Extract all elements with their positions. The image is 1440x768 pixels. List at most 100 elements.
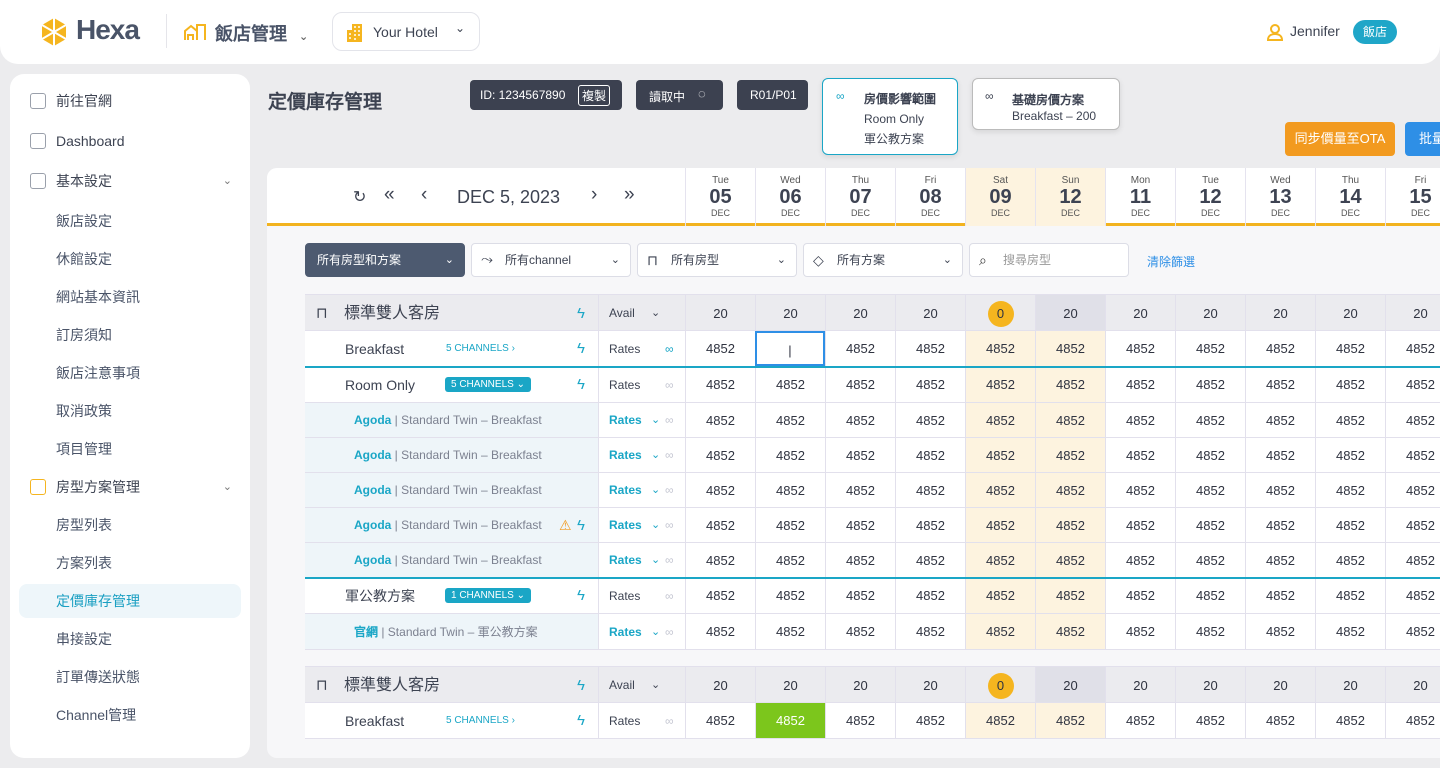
value-cell[interactable]: 4852 — [685, 331, 755, 366]
date-column[interactable]: Thu 14 DEC — [1315, 168, 1385, 226]
chevron-down-icon[interactable]: ⌄ — [651, 414, 661, 426]
value-cell[interactable]: 4852 — [1385, 578, 1440, 613]
search-input[interactable]: ⌕ 搜尋房型 — [969, 243, 1129, 277]
bolt-icon[interactable]: ϟ — [577, 376, 585, 393]
value-cell[interactable]: 20 — [1035, 295, 1105, 330]
value-cell[interactable]: 4852 — [1175, 331, 1245, 366]
value-cell[interactable]: 20 — [1385, 667, 1440, 702]
plan-filter[interactable]: ◇ 所有方案 ⌄ — [803, 243, 963, 277]
double-chevron-right-icon[interactable]: » — [624, 184, 635, 205]
value-cell[interactable]: 20 — [1105, 667, 1175, 702]
channel-name[interactable]: 官網 — [354, 625, 379, 639]
value-cell[interactable]: 4852 — [965, 473, 1035, 507]
link-icon[interactable]: ∞ — [665, 378, 674, 392]
channel-name[interactable]: Agoda — [354, 518, 392, 532]
chevron-down-icon[interactable]: ⌄ — [651, 554, 661, 566]
value-cell[interactable]: 4852 — [685, 543, 755, 577]
value-cell[interactable]: 4852 — [1385, 614, 1440, 649]
value-cell[interactable]: 4852 — [1385, 331, 1440, 366]
value-cell[interactable]: 4852 — [1105, 473, 1175, 507]
copy-button[interactable]: 複製 — [578, 85, 611, 106]
sidebar-item[interactable]: 房型列表 — [10, 508, 250, 542]
value-cell[interactable]: 4852 — [895, 578, 965, 613]
value-cell[interactable]: 4852 — [1105, 578, 1175, 613]
value-cell[interactable]: 4852 — [965, 403, 1035, 437]
value-cell[interactable]: 4852 — [755, 578, 825, 613]
link-icon[interactable]: ∞ — [665, 483, 674, 497]
value-cell[interactable]: 4852 — [1245, 578, 1315, 613]
value-cell[interactable]: 20 — [1315, 295, 1385, 330]
value-cell[interactable]: 4852 — [685, 438, 755, 472]
value-cell[interactable]: | — [755, 331, 825, 366]
value-cell[interactable]: 4852 — [1105, 367, 1175, 402]
sidebar-item[interactable]: Channel管理 — [10, 698, 250, 732]
value-cell[interactable]: 4852 — [685, 367, 755, 402]
value-cell[interactable]: 4852 — [965, 703, 1035, 738]
module-selector[interactable]: 飯店管理 ⌄ — [215, 20, 308, 46]
double-chevron-left-icon[interactable]: « — [384, 184, 395, 205]
value-cell[interactable]: 4852 — [1035, 473, 1105, 507]
channels-badge[interactable]: 5 CHANNELS ⌄ — [445, 377, 531, 392]
value-cell[interactable]: 4852 — [1385, 508, 1440, 542]
value-cell[interactable]: 4852 — [685, 403, 755, 437]
chevron-down-icon[interactable]: ⌄ — [651, 626, 661, 638]
value-cell[interactable]: 4852 — [825, 703, 895, 738]
channels-link[interactable]: 5 CHANNELS › — [446, 715, 515, 726]
value-cell[interactable]: 4852 — [965, 508, 1035, 542]
value-cell[interactable]: 4852 — [1315, 703, 1385, 738]
value-cell[interactable]: 4852 — [1175, 703, 1245, 738]
value-cell[interactable]: 20 — [1315, 667, 1385, 702]
value-cell[interactable]: 4852 — [685, 578, 755, 613]
bolt-icon[interactable]: ϟ — [577, 712, 585, 729]
bolt-icon[interactable]: ϟ — [577, 587, 585, 604]
value-cell[interactable]: 4852 — [1385, 438, 1440, 472]
value-cell[interactable]: 4852 — [965, 331, 1035, 366]
value-cell[interactable]: 4852 — [1175, 508, 1245, 542]
value-cell[interactable]: 4852 — [895, 508, 965, 542]
channel-filter[interactable]: ⤳ 所有channel ⌄ — [471, 243, 631, 277]
value-cell[interactable]: 20 — [1385, 295, 1440, 330]
value-cell[interactable]: 4852 — [1035, 614, 1105, 649]
value-cell[interactable]: 20 — [685, 667, 755, 702]
value-cell[interactable]: 4852 — [1315, 578, 1385, 613]
value-cell[interactable]: 4852 — [1245, 367, 1315, 402]
channels-badge[interactable]: 1 CHANNELS ⌄ — [445, 588, 531, 603]
value-cell[interactable]: 4852 — [1175, 403, 1245, 437]
value-cell[interactable]: 4852 — [965, 578, 1035, 613]
row-type-cell[interactable]: Rates ⌄ ∞ — [598, 403, 685, 437]
channels-link[interactable]: 5 CHANNELS › — [446, 343, 515, 354]
link-icon[interactable]: ∞ — [665, 625, 674, 639]
sidebar-item[interactable]: 取消政策 — [10, 394, 250, 428]
value-cell[interactable]: 4852 — [755, 367, 825, 402]
chevron-down-icon[interactable]: ⌄ — [651, 519, 661, 531]
value-cell[interactable]: 20 — [825, 667, 895, 702]
value-cell[interactable]: 4852 — [755, 403, 825, 437]
value-cell[interactable]: 4852 — [1035, 578, 1105, 613]
value-cell[interactable]: 4852 — [1175, 543, 1245, 577]
value-cell[interactable]: 4852 — [1105, 614, 1175, 649]
value-cell[interactable]: 4852 — [1035, 331, 1105, 366]
row-type-cell[interactable]: Rates ⌄ ∞ — [598, 473, 685, 507]
value-cell[interactable]: 4852 — [755, 473, 825, 507]
sidebar-item[interactable]: 串接設定 — [10, 622, 250, 656]
value-cell[interactable]: 4852 — [825, 438, 895, 472]
value-cell[interactable]: 4852 — [1245, 438, 1315, 472]
value-cell[interactable]: 4852 — [1175, 367, 1245, 402]
link-icon[interactable]: ∞ — [665, 518, 674, 532]
row-type-cell[interactable]: Avail ⌄ — [598, 295, 685, 330]
value-cell[interactable]: 4852 — [1315, 543, 1385, 577]
value-cell[interactable]: 20 — [1245, 295, 1315, 330]
value-cell[interactable]: 4852 — [1245, 403, 1315, 437]
bolt-icon[interactable]: ϟ — [577, 517, 585, 534]
value-cell[interactable]: 4852 — [895, 543, 965, 577]
value-cell[interactable]: 4852 — [895, 703, 965, 738]
sidebar-item[interactable]: 定價庫存管理 — [19, 584, 241, 618]
value-cell[interactable]: 4852 — [895, 331, 965, 366]
value-cell[interactable]: 4852 — [1105, 438, 1175, 472]
value-cell[interactable]: 4852 — [755, 614, 825, 649]
link-icon[interactable]: ∞ — [665, 448, 674, 462]
value-cell[interactable]: 4852 — [1175, 578, 1245, 613]
value-cell[interactable]: 20 — [1175, 295, 1245, 330]
date-column[interactable]: Fri 15 DEC — [1385, 168, 1440, 226]
sidebar-item[interactable]: 訂房須知 — [10, 318, 250, 352]
